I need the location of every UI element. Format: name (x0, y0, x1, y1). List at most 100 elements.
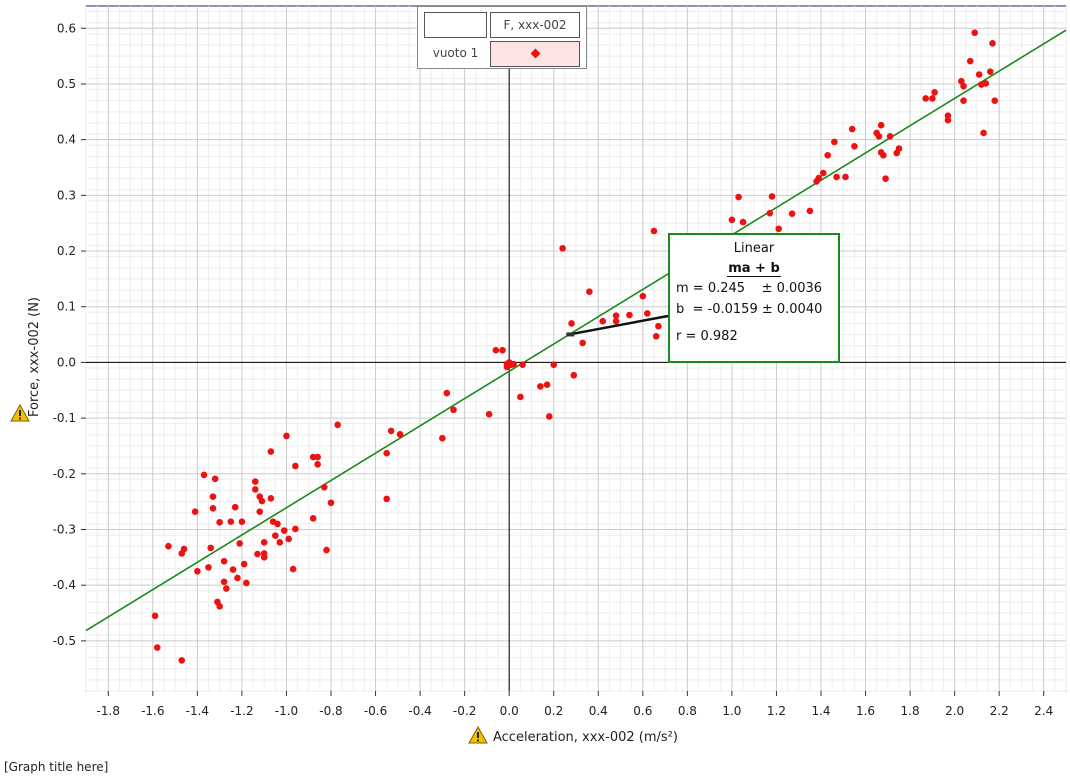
data-point[interactable] (851, 143, 858, 150)
data-point[interactable] (243, 579, 250, 587)
data-point[interactable] (260, 554, 268, 561)
data-point[interactable] (283, 432, 290, 440)
data-point[interactable] (586, 288, 593, 295)
data-point[interactable] (626, 311, 633, 319)
graph-title[interactable]: [Graph title here] (4, 760, 109, 774)
data-point[interactable] (323, 546, 330, 554)
data-point[interactable] (314, 453, 321, 461)
data-point[interactable] (165, 542, 172, 550)
data-point[interactable] (499, 346, 506, 354)
data-point[interactable] (568, 320, 575, 327)
x-axis-title[interactable]: Acceleration, xxx-002 (m/s²) (493, 730, 678, 745)
data-point[interactable] (728, 216, 736, 224)
data-point[interactable] (209, 493, 217, 500)
data-point[interactable] (289, 565, 297, 573)
data-point[interactable] (258, 497, 266, 505)
data-point[interactable] (989, 40, 996, 47)
data-point[interactable] (280, 527, 288, 534)
data-point[interactable] (842, 173, 849, 181)
data-point[interactable] (768, 193, 776, 200)
data-point[interactable] (579, 339, 586, 347)
data-point[interactable] (929, 95, 936, 102)
data-point[interactable] (327, 499, 335, 507)
data-point[interactable] (875, 133, 883, 140)
data-point[interactable] (599, 317, 607, 325)
data-point[interactable] (194, 567, 201, 575)
data-point[interactable] (848, 125, 856, 133)
data-point[interactable] (285, 535, 292, 543)
data-point[interactable] (944, 112, 952, 120)
fit-line[interactable] (85, 29, 1067, 632)
data-point[interactable] (205, 564, 212, 571)
data-point[interactable] (895, 145, 903, 152)
data-point[interactable] (882, 175, 889, 182)
data-point[interactable] (492, 346, 500, 354)
data-point[interactable] (922, 95, 929, 102)
data-point[interactable] (652, 332, 660, 340)
data-point[interactable] (986, 68, 994, 76)
data-point[interactable] (267, 495, 275, 502)
data-point[interactable] (223, 585, 230, 592)
data-point[interactable] (334, 421, 341, 429)
data-point[interactable] (612, 317, 620, 325)
data-point[interactable] (877, 121, 885, 129)
data-point[interactable] (153, 644, 161, 651)
data-point[interactable] (519, 361, 526, 368)
data-point[interactable] (545, 413, 553, 420)
data-point[interactable] (321, 483, 328, 491)
data-point[interactable] (766, 209, 774, 217)
data-point[interactable] (815, 174, 823, 182)
data-point[interactable] (966, 57, 974, 65)
data-point[interactable] (739, 218, 747, 226)
data-point[interactable] (550, 361, 558, 368)
data-point[interactable] (387, 427, 395, 435)
data-point[interactable] (982, 80, 990, 87)
data-point[interactable] (178, 657, 186, 664)
data-point[interactable] (485, 410, 493, 418)
y-axis-warning-icon[interactable] (10, 403, 30, 422)
data-point[interactable] (980, 129, 987, 137)
data-point[interactable] (570, 371, 578, 379)
data-point[interactable] (543, 381, 551, 388)
data-point[interactable] (216, 603, 223, 610)
data-point[interactable] (788, 210, 796, 218)
data-point[interactable] (256, 508, 264, 515)
data-point[interactable] (886, 133, 894, 140)
data-point[interactable] (251, 478, 259, 485)
data-point[interactable] (960, 97, 967, 104)
data-point[interactable] (450, 406, 457, 414)
data-point[interactable] (200, 471, 208, 479)
data-point[interactable] (819, 169, 827, 177)
data-point[interactable] (209, 505, 217, 512)
data-point[interactable] (240, 560, 248, 568)
data-point[interactable] (191, 508, 199, 515)
data-point[interactable] (231, 503, 239, 511)
data-point[interactable] (211, 475, 219, 483)
data-point[interactable] (227, 518, 235, 525)
data-point[interactable] (236, 540, 243, 547)
data-point[interactable] (178, 550, 186, 557)
data-point[interactable] (991, 97, 999, 104)
data-point[interactable] (655, 322, 662, 330)
data-point[interactable] (292, 525, 299, 533)
data-point[interactable] (267, 448, 275, 455)
data-point[interactable] (931, 89, 938, 96)
data-point[interactable] (806, 207, 814, 215)
x-axis-warning-icon[interactable] (468, 725, 488, 744)
data-point[interactable] (833, 173, 840, 181)
data-point[interactable] (220, 557, 228, 565)
data-point[interactable] (151, 612, 159, 620)
data-point[interactable] (880, 151, 887, 159)
legend-row-label[interactable]: vuoto 1 (424, 41, 487, 67)
data-point[interactable] (207, 544, 215, 552)
data-point[interactable] (517, 393, 524, 401)
data-point[interactable] (537, 383, 544, 390)
data-point[interactable] (272, 532, 279, 539)
data-point[interactable] (383, 449, 390, 457)
data-point[interactable] (238, 518, 246, 525)
data-point[interactable] (220, 578, 228, 586)
data-point[interactable] (276, 539, 284, 546)
legend[interactable]: F, xxx-002 vuoto 1 (417, 6, 587, 69)
data-point[interactable] (234, 574, 241, 582)
legend-series-marker-cell[interactable] (490, 41, 580, 67)
